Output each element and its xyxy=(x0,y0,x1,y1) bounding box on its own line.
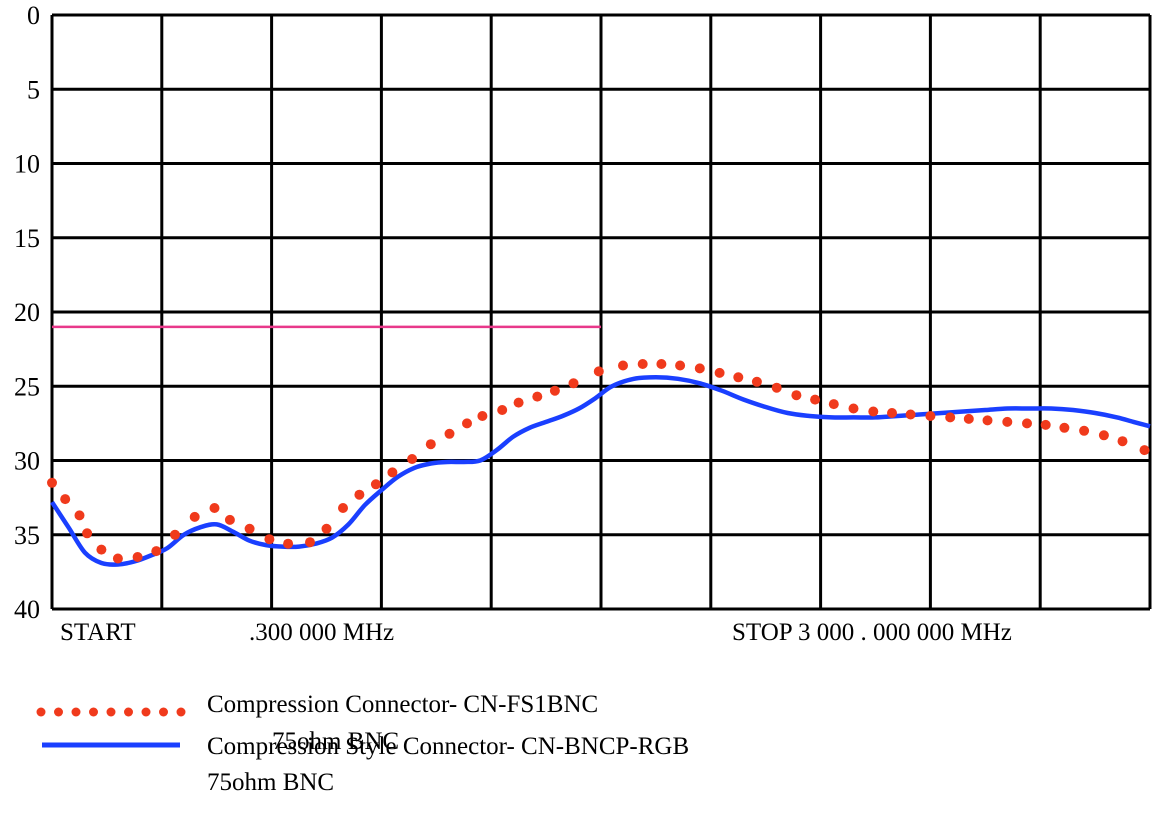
x-label-start-freq: .300 000 MHz xyxy=(249,619,394,646)
x-label-start: START xyxy=(60,619,136,646)
series-point-dotted xyxy=(1022,418,1032,429)
x-axis-labels: START .300 000 MHz STOP 3 000 . 000 000 … xyxy=(60,619,1012,646)
series-point-dotted xyxy=(532,391,543,402)
series-point-dotted xyxy=(1139,445,1150,456)
legend-dot xyxy=(106,707,116,717)
series-point-dotted xyxy=(170,529,180,540)
series-point-dotted xyxy=(189,511,200,522)
y-tick-label: 15 xyxy=(14,224,40,253)
legend-dot xyxy=(176,707,186,717)
series-point-dotted xyxy=(354,489,365,500)
series-point-dotted xyxy=(244,523,255,534)
legend-dot xyxy=(141,707,151,717)
series-point-dotted xyxy=(132,552,143,562)
y-tick-label: 20 xyxy=(14,298,40,327)
legend-dot xyxy=(71,707,81,717)
series-point-dotted xyxy=(96,544,107,555)
series-point-dotted xyxy=(47,477,57,488)
series-point-dotted xyxy=(444,428,455,439)
series-point-dotted xyxy=(321,523,332,534)
series-point-dotted xyxy=(637,359,648,369)
series-point-dotted xyxy=(209,503,220,513)
legend-label-series-2: Compression Style Connector- CN-BNCP-RGB xyxy=(207,733,689,760)
grid-layer xyxy=(50,13,1152,611)
y-tick-labels: 0 5 10 15 20 25 30 35 40 xyxy=(14,1,40,624)
series-point-dotted xyxy=(963,413,974,424)
series-point-dotted xyxy=(283,538,294,549)
legend-dot xyxy=(124,707,133,717)
series-point-dotted xyxy=(791,390,802,401)
series-point-dotted xyxy=(982,415,993,426)
series-point-dotted xyxy=(887,408,897,418)
series-point-dotted xyxy=(714,367,725,378)
x-label-stop: STOP 3 000 . 000 000 MHz xyxy=(732,619,1012,646)
series-point-dotted xyxy=(868,406,879,417)
series-point-dotted xyxy=(733,372,744,383)
series-point-dotted xyxy=(82,528,93,539)
series-point-dotted xyxy=(810,394,821,405)
series-point-dotted xyxy=(1059,422,1070,433)
y-tick-label: 25 xyxy=(14,372,40,401)
series-point-dotted xyxy=(1040,419,1051,430)
series-point-dotted xyxy=(497,405,508,415)
y-tick-label: 0 xyxy=(27,1,40,30)
series-point-dotted xyxy=(694,363,705,374)
legend-sample-dotted xyxy=(36,707,186,717)
series-layer xyxy=(47,359,1151,567)
series-point-dotted xyxy=(1079,425,1090,436)
series-point-dotted xyxy=(477,411,488,421)
series-point-dotted xyxy=(387,467,398,478)
series-point-dotted xyxy=(407,454,418,464)
series-point-dotted xyxy=(74,510,85,521)
series-point-dotted xyxy=(675,360,686,371)
legend-dot xyxy=(54,707,63,717)
y-tick-label: 5 xyxy=(27,75,40,104)
series-point-dotted xyxy=(462,418,472,429)
series-point-dotted xyxy=(513,397,524,408)
legend-label-series-1: Compression Connector- CN-FS1BNC xyxy=(207,691,598,718)
series-point-dotted xyxy=(151,546,162,557)
series-point-dotted xyxy=(338,503,348,513)
series-point-dotted xyxy=(593,366,604,377)
series-point-dotted xyxy=(305,537,315,548)
series-point-dotted xyxy=(224,514,235,525)
legend-dot xyxy=(159,707,168,717)
y-tick-label: 40 xyxy=(14,595,40,624)
series-point-dotted xyxy=(1098,430,1109,441)
legend-dot xyxy=(36,707,46,717)
y-tick-label: 10 xyxy=(14,150,40,179)
y-tick-label: 30 xyxy=(14,447,40,476)
legend-sublabel-series-2: 75ohm BNC xyxy=(207,769,334,796)
series-point-dotted xyxy=(549,385,560,396)
series-point-dotted xyxy=(848,403,859,414)
series-point-dotted xyxy=(905,409,916,420)
series-point-dotted xyxy=(112,553,123,564)
series-point-dotted xyxy=(568,378,579,389)
series-line-solid xyxy=(50,375,1151,567)
series-point-dotted xyxy=(60,494,71,505)
series-point-dotted xyxy=(771,382,782,393)
series-point-dotted xyxy=(264,534,275,545)
legend: Compression Connector- CN-FS1BNC 75ohm B… xyxy=(36,691,689,796)
legend-sublabel-series-1: 75ohm BNC xyxy=(272,728,399,755)
series-point-dotted xyxy=(925,411,936,421)
series-point-dotted xyxy=(1002,416,1013,427)
series-point-dotted xyxy=(751,376,762,387)
series-point-dotted xyxy=(945,412,956,423)
y-tick-label: 35 xyxy=(14,521,40,550)
series-point-dotted xyxy=(618,360,628,371)
series-point-dotted xyxy=(370,479,381,490)
series-point-dotted xyxy=(656,359,667,369)
series-point-dotted xyxy=(425,439,436,450)
series-point-dotted xyxy=(1117,436,1128,447)
series-point-dotted xyxy=(828,399,839,410)
legend-dot xyxy=(89,707,98,717)
